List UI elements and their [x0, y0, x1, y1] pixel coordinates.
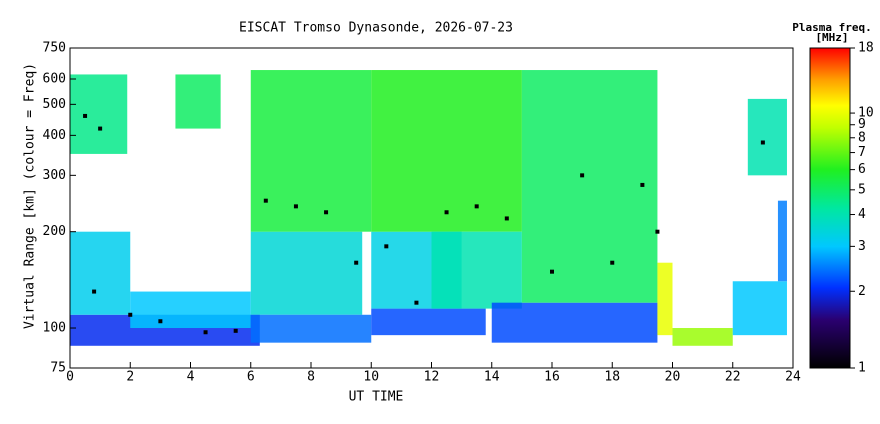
colorbar-tick-label: 6	[858, 162, 866, 177]
x-tick-label: 24	[785, 370, 801, 385]
peak-point	[444, 210, 449, 215]
peak-point	[233, 328, 238, 333]
peak-point	[324, 210, 329, 215]
peak-point	[263, 198, 268, 203]
colorbar-title: [MHz]	[815, 31, 848, 44]
colorbar-tick-label: 1	[858, 361, 866, 376]
y-axis-label: Virtual Range [km] (colour = Freq)	[23, 63, 38, 329]
colorbar-tick-label: 3	[858, 239, 866, 254]
x-tick-label: 18	[604, 370, 620, 385]
echo-cell	[521, 70, 658, 303]
echo-cell	[491, 302, 658, 343]
x-tick-label: 8	[307, 370, 315, 385]
y-tick-label: 500	[43, 97, 66, 112]
peak-point	[610, 260, 615, 265]
peak-point	[203, 330, 208, 335]
peak-point	[384, 244, 389, 249]
echo-cell	[672, 328, 733, 346]
peak-point	[760, 140, 765, 145]
colorbar-tick-label: 18	[858, 41, 874, 56]
echo-cell	[371, 70, 522, 232]
x-tick-label: 2	[126, 370, 134, 385]
echo-cell	[70, 231, 131, 315]
colorbar-tick-label: 7	[858, 145, 866, 160]
peak-point	[92, 289, 97, 294]
colorbar-tick-label: 8	[858, 130, 866, 145]
peak-point	[83, 113, 88, 118]
x-tick-label: 20	[665, 370, 681, 385]
colorbar-tick-label: 10	[858, 106, 874, 121]
colorbar-tick-label: 9	[858, 117, 866, 132]
echo-cell	[657, 262, 673, 336]
peak-point	[414, 300, 419, 305]
peak-point	[580, 173, 585, 178]
y-tick-label: 100	[43, 321, 66, 336]
echo-cell	[250, 231, 363, 315]
peak-point	[293, 204, 298, 209]
x-tick-label: 6	[247, 370, 255, 385]
colorbar-tick-label: 5	[858, 182, 866, 197]
echo-cell	[732, 281, 787, 336]
peak-point	[655, 229, 660, 234]
peak-point	[640, 182, 645, 187]
y-tick-label: 75	[50, 361, 66, 376]
peak-point	[158, 319, 163, 324]
y-tick-label: 600	[43, 72, 66, 87]
y-tick-label: 200	[43, 224, 66, 239]
x-tick-label: 16	[544, 370, 560, 385]
x-tick-label: 12	[424, 370, 440, 385]
peak-point	[504, 216, 509, 221]
x-tick-label: 0	[66, 370, 74, 385]
x-tick-label: 4	[187, 370, 195, 385]
colorbar-tick-label: 4	[858, 207, 866, 222]
x-tick-label: 22	[725, 370, 741, 385]
echo-cell	[431, 231, 522, 309]
x-tick-label: 10	[363, 370, 379, 385]
chart-title: EISCAT Tromso Dynasonde, 2026-07-23	[239, 21, 513, 36]
peak-point	[474, 204, 479, 209]
echo-cell	[250, 70, 372, 232]
colorbar-title: Plasma freq.	[792, 21, 871, 34]
echo-cell	[747, 98, 787, 176]
y-tick-label: 300	[43, 168, 66, 183]
echo-cell	[175, 74, 221, 129]
echo-cell	[250, 314, 372, 343]
colorbar	[809, 47, 851, 369]
echo-cell	[777, 200, 787, 282]
peak-point	[550, 269, 554, 274]
echo-cell	[130, 291, 251, 329]
colorbar-tick-label: 2	[858, 284, 866, 299]
peak-point	[128, 312, 133, 317]
peak-point	[354, 260, 359, 265]
x-tick-label: 14	[484, 370, 500, 385]
echo-cell	[70, 74, 128, 154]
y-tick-label: 750	[43, 41, 66, 56]
peak-point	[98, 126, 103, 131]
y-tick-label: 400	[43, 128, 66, 143]
x-axis-label: UT TIME	[349, 390, 404, 405]
echo-cell	[371, 308, 486, 336]
